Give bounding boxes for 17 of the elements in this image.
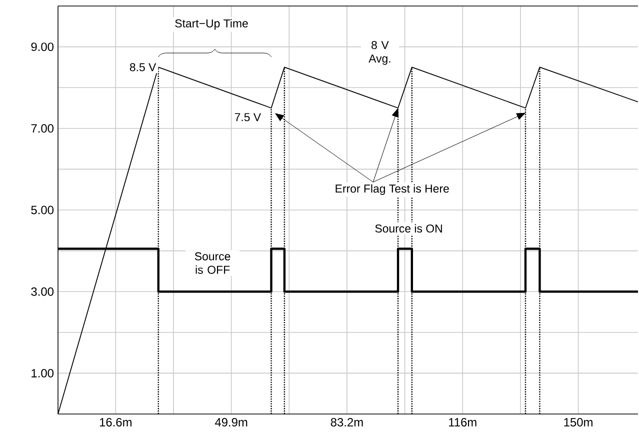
x-tick-label: 116m [449, 418, 476, 426]
annotation: Start−Up Time [175, 19, 248, 30]
y-tick-label: 9.00 [31, 42, 54, 52]
y-tick-label: 3.00 [31, 287, 54, 296]
annotation: 8.5 V [130, 63, 156, 72]
x-tick-label: 16.6m [100, 418, 132, 426]
annotation: 7.5 V [234, 113, 261, 122]
y-tick-label: 5.00 [31, 206, 54, 214]
y-tick-label: 7.00 [31, 124, 54, 133]
y-tick-label: 1.00 [32, 368, 54, 378]
annotation: 8 V Avg. [368, 41, 390, 65]
annotation: Source is ON [375, 224, 442, 233]
x-tick-label: 49.9m [214, 418, 248, 426]
x-tick-label: 83.2m [330, 418, 363, 426]
annotation: Error Flag Test is Here [336, 184, 449, 195]
annotation: Source is OFF [194, 252, 230, 274]
x-tick-label: 150m [564, 418, 592, 426]
